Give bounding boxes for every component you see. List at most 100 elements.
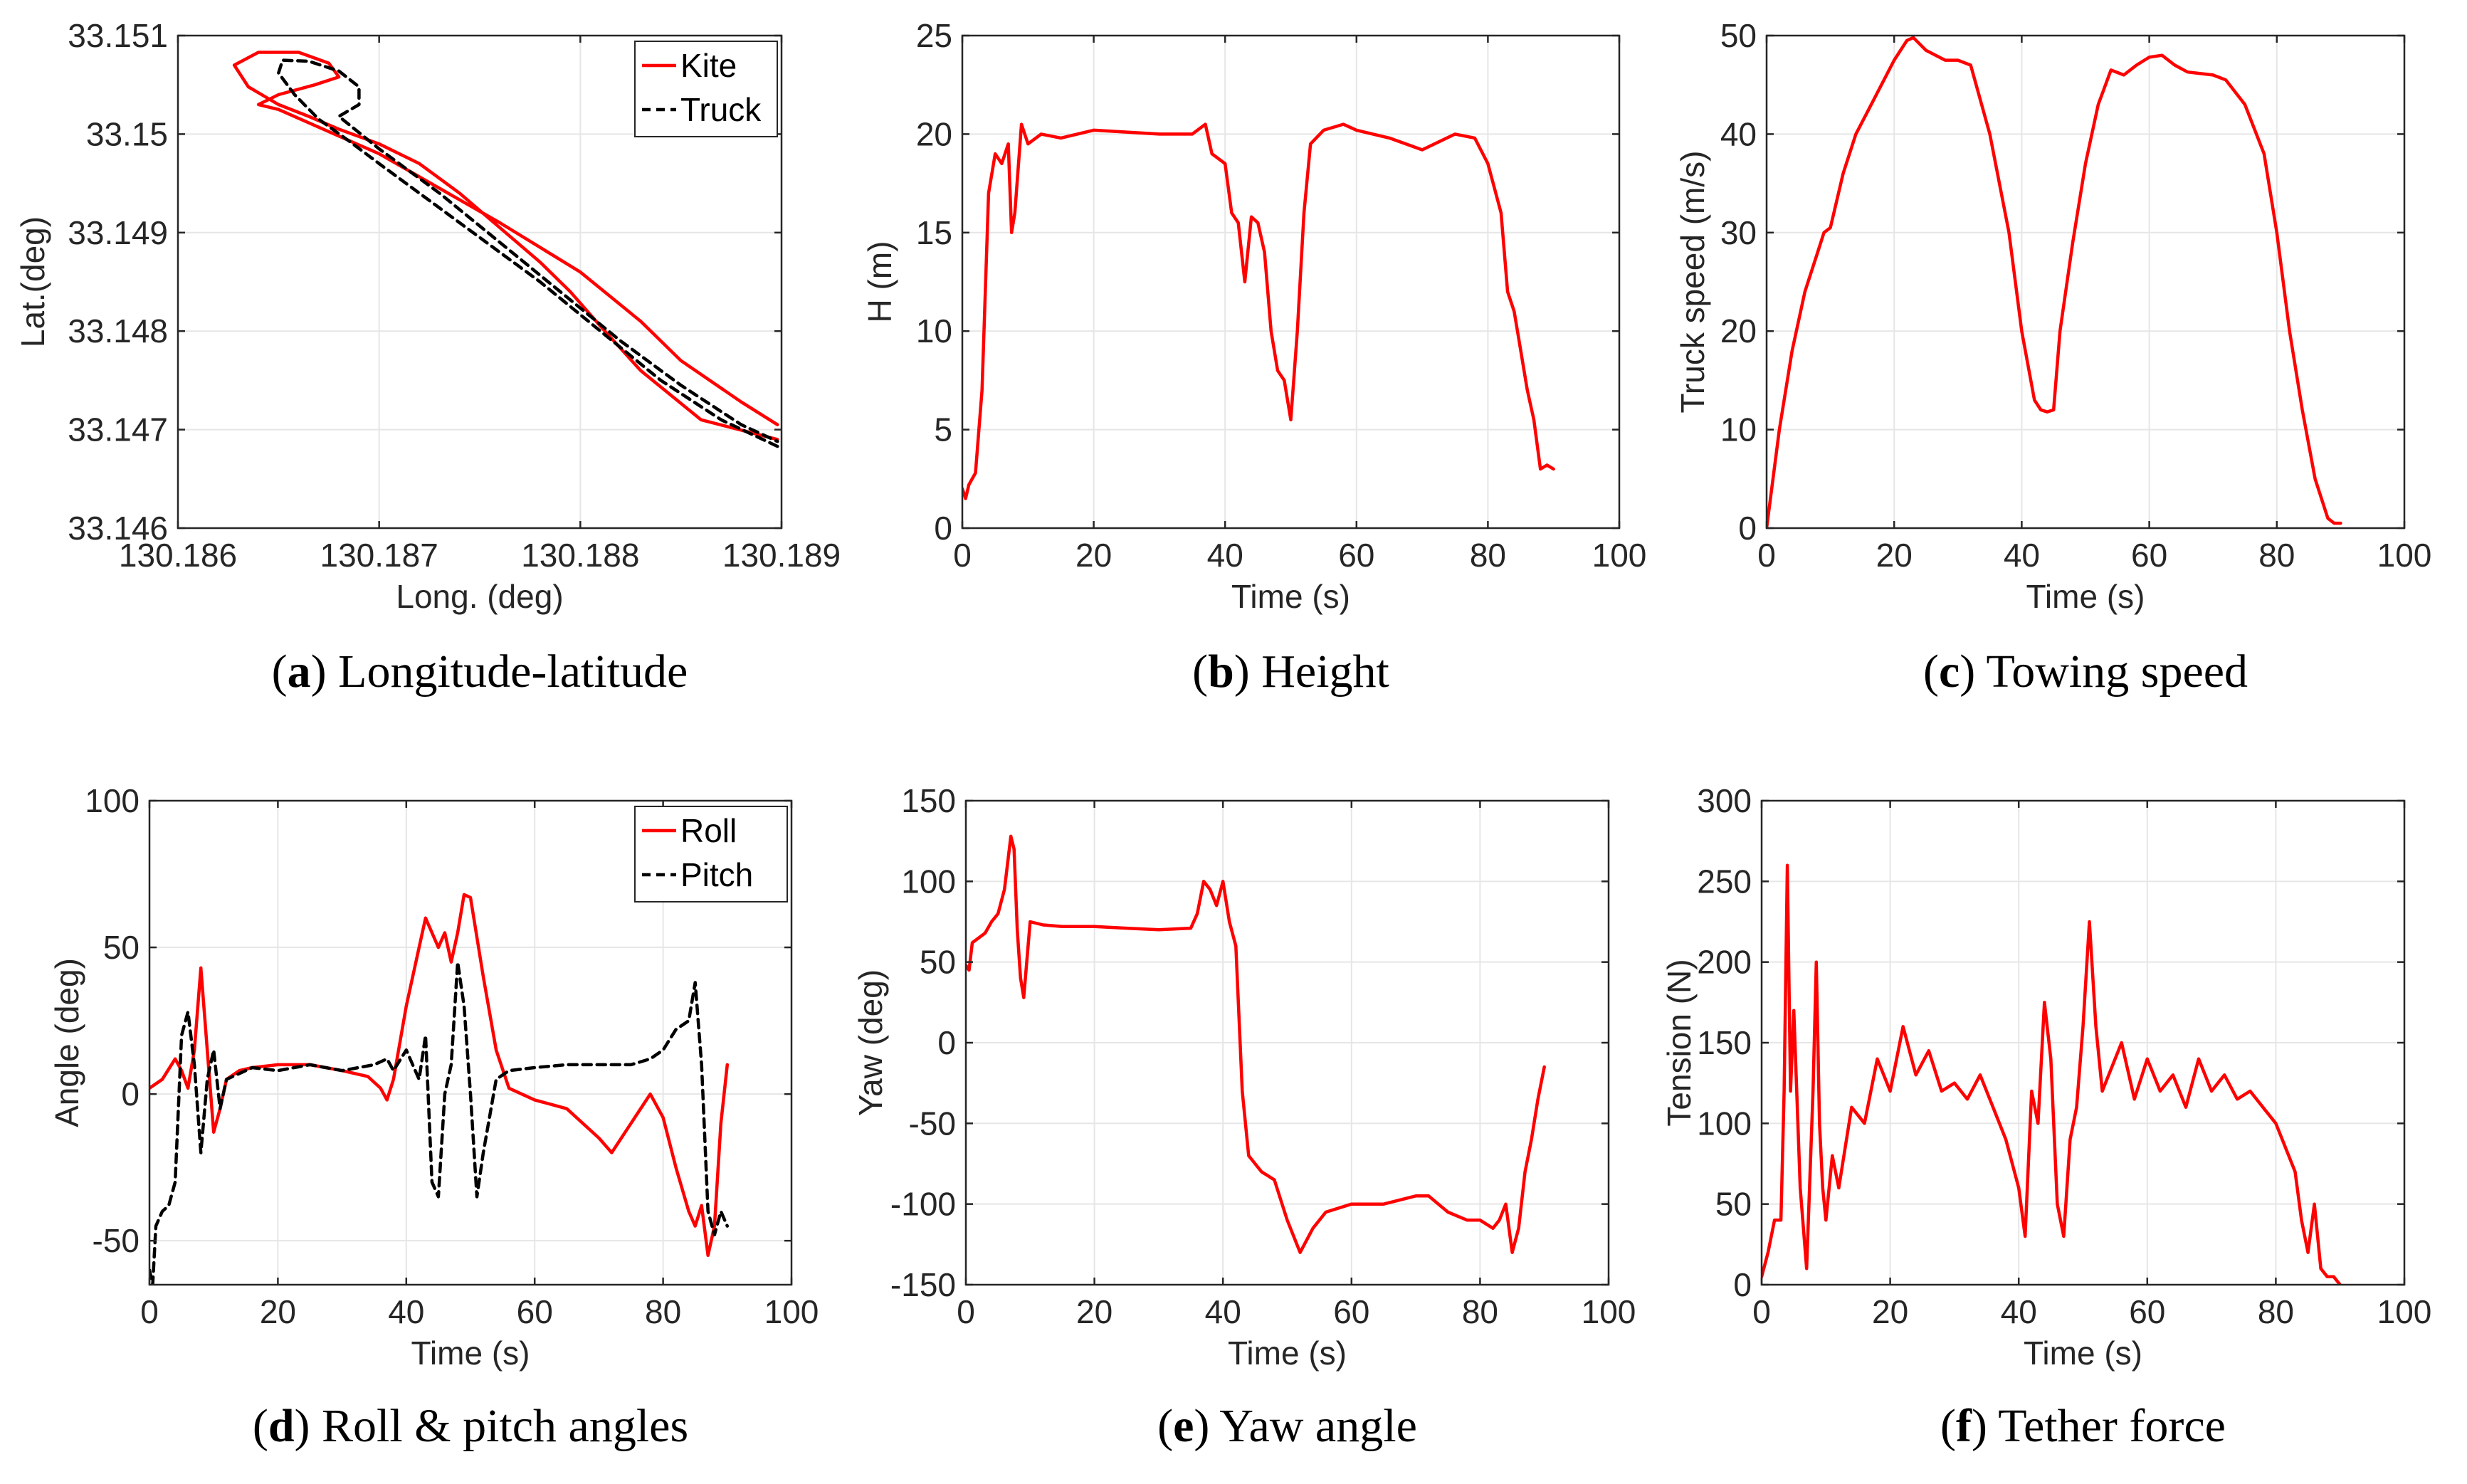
x-tick-label: 130.186 — [119, 537, 237, 574]
caption-text: Height — [1261, 646, 1389, 698]
axes-box — [1765, 34, 2406, 530]
x-tick-label: 130.189 — [722, 537, 841, 574]
panel-f: 0 20 40 60 80 100 0 50 100 150 200 250 300 Time (s) Te… — [1661, 782, 2431, 1452]
x-tick-label: 40 — [2001, 1293, 2037, 1330]
caption-paren: ( — [1923, 646, 1939, 698]
caption-text: Roll & pitch angles — [322, 1400, 688, 1452]
y-tick-label: 10 — [916, 312, 952, 349]
caption-text: Tether force — [1998, 1400, 2226, 1452]
x-tick-label: 80 — [1470, 537, 1506, 574]
series-line-h — [962, 122, 1555, 500]
x-tick-label: 80 — [2258, 1293, 2294, 1330]
x-axis-label: Time (s) — [2026, 578, 2145, 615]
axes-box — [148, 799, 793, 1286]
y-tick-label: 50 — [1720, 17, 1757, 54]
series-line-roll — [149, 893, 730, 1258]
y-tick-label: 150 — [1697, 1024, 1752, 1061]
y-tick-label: 5 — [934, 411, 952, 448]
x-tick-label: 80 — [1462, 1293, 1498, 1330]
y-tick-label: 40 — [1720, 115, 1757, 152]
x-tick-label: 20 — [1876, 537, 1913, 574]
caption-letter: e — [1173, 1400, 1194, 1452]
y-tick-label: 10 — [1720, 411, 1757, 448]
x-tick-label: 20 — [1076, 1293, 1112, 1330]
caption-paren: ) — [1194, 1400, 1219, 1452]
x-tick-label: 130.187 — [320, 537, 438, 574]
panel-caption: (f) Tether force — [1940, 1400, 2226, 1452]
x-tick-label: 80 — [645, 1293, 681, 1330]
y-tick-label: 33.148 — [68, 312, 168, 349]
y-tick-label: 30 — [1720, 214, 1757, 251]
legend: Kite Truck — [634, 41, 778, 137]
caption-letter: c — [1939, 646, 1960, 698]
x-tick-label: 0 — [140, 1293, 159, 1330]
y-tick-label: 20 — [916, 115, 952, 152]
x-tick-label: 0 — [957, 1293, 975, 1330]
legend-label: Truck — [680, 91, 762, 128]
caption-paren: ) — [1234, 646, 1261, 698]
x-tick-label: 60 — [2131, 537, 2167, 574]
x-tick-label: 0 — [953, 537, 972, 574]
x-tick-label: 60 — [1338, 537, 1374, 574]
caption-text: Towing speed — [1987, 646, 2248, 698]
legend-box — [634, 41, 778, 137]
y-tick-label: 0 — [121, 1075, 140, 1112]
legend-label: Roll — [680, 812, 737, 849]
y-axis-label: Yaw (deg) — [852, 969, 889, 1116]
y-tick-label: 25 — [916, 17, 952, 54]
legend-box — [634, 806, 788, 902]
caption-letter: d — [268, 1400, 295, 1452]
y-tick-label: -50 — [93, 1222, 140, 1259]
y-tick-label: 150 — [901, 782, 956, 819]
series-line-yaw — [966, 834, 1546, 1254]
x-tick-label: 130.188 — [521, 537, 639, 574]
y-tick-label: 200 — [1697, 944, 1752, 981]
x-tick-label: 20 — [260, 1293, 296, 1330]
x-tick-label: 0 — [1757, 537, 1776, 574]
y-tick-label: 50 — [920, 944, 956, 981]
y-tick-label: 33.146 — [68, 510, 168, 547]
x-tick-label: 40 — [2004, 537, 2040, 574]
axes-box — [961, 34, 1621, 530]
y-tick-label: 33.15 — [86, 115, 168, 152]
caption-paren: ( — [1940, 1400, 1956, 1452]
series-line-pitch — [149, 960, 730, 1285]
caption-paren: ) — [1972, 1400, 1998, 1452]
legend-label: Kite — [680, 47, 737, 84]
caption-letter: a — [288, 646, 311, 698]
series-line-truck — [277, 58, 779, 448]
x-tick-label: 20 — [1075, 537, 1112, 574]
x-tick-label: 40 — [1207, 537, 1243, 574]
x-tick-label: 60 — [1333, 1293, 1369, 1330]
x-tick-label: 20 — [1872, 1293, 1908, 1330]
y-tick-label: 15 — [916, 214, 952, 251]
x-tick-label: 100 — [1592, 537, 1647, 574]
x-axis-label: Time (s) — [2024, 1335, 2142, 1372]
caption-letter: b — [1208, 646, 1234, 698]
x-axis-label: Long. (deg) — [396, 578, 563, 615]
x-axis-label: Time (s) — [1231, 578, 1350, 615]
y-tick-label: 0 — [937, 1024, 956, 1061]
x-tick-label: 60 — [2129, 1293, 2165, 1330]
y-tick-label: 100 — [85, 782, 140, 819]
caption-paren: ( — [272, 646, 288, 698]
y-tick-label: 0 — [934, 510, 952, 547]
panel-caption: (b) Height — [1192, 646, 1389, 698]
caption-letter: f — [1956, 1400, 1972, 1452]
y-tick-label: 100 — [901, 863, 956, 900]
y-tick-label: 100 — [1697, 1105, 1752, 1142]
axes-box — [177, 34, 783, 530]
panel-b: 0 20 40 60 80 100 0 5 10 15 20 25 Time (s) H (m) (b) H… — [861, 17, 1646, 698]
caption-paren: ) — [311, 646, 338, 698]
y-tick-label: 0 — [1738, 510, 1757, 547]
x-tick-label: 100 — [1582, 1293, 1636, 1330]
y-tick-label: 33.151 — [68, 17, 168, 54]
y-axis-label: H (m) — [861, 241, 898, 323]
y-tick-label: 50 — [103, 929, 140, 966]
caption-paren: ) — [295, 1400, 322, 1452]
x-tick-label: 80 — [2258, 537, 2295, 574]
y-tick-label: 300 — [1697, 782, 1752, 819]
x-tick-label: 40 — [388, 1293, 424, 1330]
